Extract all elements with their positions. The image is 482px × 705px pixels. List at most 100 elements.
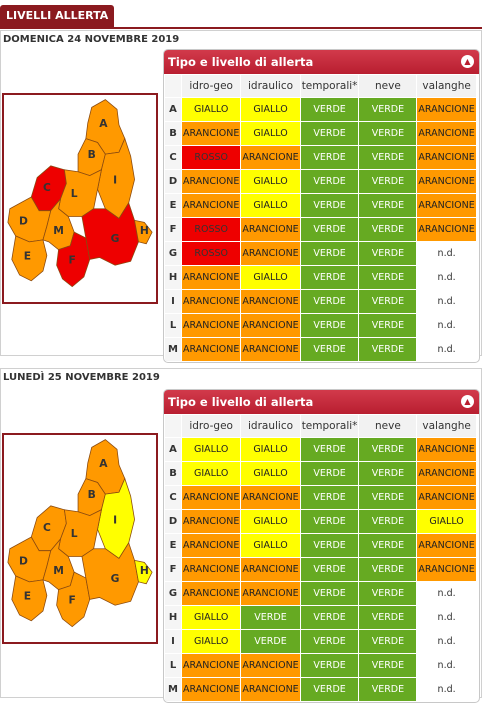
map-zone-e[interactable]	[11, 575, 48, 622]
map-zone-label: G	[111, 572, 120, 585]
alert-level-cell: VERDE	[300, 218, 359, 241]
alert-level-cell: GIALLO	[417, 510, 476, 533]
alert-level-cell: GIALLO	[241, 122, 300, 145]
alert-level-cell: VERDE	[359, 654, 417, 677]
alert-level-cell: ARANCIONE	[241, 558, 300, 581]
alert-level-cell: VERDE	[359, 582, 417, 605]
zone-label: I	[165, 630, 181, 653]
map-zone-label: F	[69, 593, 76, 606]
map-zone-g[interactable]	[81, 201, 139, 266]
zone-label: A	[165, 98, 181, 121]
alert-level-cell: VERDE	[300, 654, 359, 677]
map-zone-label: I	[113, 173, 117, 186]
map-zone-e[interactable]	[11, 235, 48, 282]
alert-level-cell: ARANCIONE	[182, 170, 241, 193]
table-row: A GIALLO GIALLO VERDE VERDE ARANCIONE	[165, 98, 476, 121]
zone-label: L	[165, 654, 181, 677]
zone-label: D	[165, 170, 181, 193]
alert-level-cell: ARANCIONE	[241, 314, 300, 337]
zone-label: C	[165, 486, 181, 509]
alert-level-cell: GIALLO	[241, 438, 300, 461]
table-row: E ARANCIONE GIALLO VERDE VERDE ARANCIONE	[165, 194, 476, 217]
zone-label: H	[165, 606, 181, 629]
map-zone-label: H	[140, 564, 149, 577]
alert-level-cell: ROSSO	[182, 146, 241, 169]
alert-level-cell: VERDE	[359, 194, 417, 217]
table-row: M ARANCIONE ARANCIONE VERDE VERDE n.d.	[165, 338, 476, 361]
header-divider	[0, 27, 482, 29]
alert-level-cell: GIALLO	[182, 438, 241, 461]
region-map[interactable]: A B I C L D E M F G H	[2, 93, 158, 304]
zone-label: A	[165, 438, 181, 461]
column-header: idro-geo	[182, 415, 241, 437]
map-zone-f[interactable]	[56, 571, 91, 628]
piemonte-map-svg: A B I C L D E M F G H	[7, 99, 153, 288]
map-zone-f[interactable]	[56, 231, 91, 288]
zone-label: D	[165, 510, 181, 533]
table-row: F ROSSO ARANCIONE VERDE VERDE ARANCIONE	[165, 218, 476, 241]
alert-level-cell: ARANCIONE	[182, 510, 241, 533]
alert-level-cell: VERDE	[300, 170, 359, 193]
alert-level-cell: VERDE	[241, 606, 300, 629]
alert-level-cell: n.d.	[417, 606, 476, 629]
zone-label: B	[165, 122, 181, 145]
alert-level-cell: VERDE	[359, 606, 417, 629]
table-row: E ARANCIONE GIALLO VERDE VERDE ARANCIONE	[165, 534, 476, 557]
collapse-icon[interactable]: ▲	[461, 395, 474, 408]
alert-level-cell: ARANCIONE	[182, 122, 241, 145]
alert-level-cell: ARANCIONE	[417, 170, 476, 193]
map-zone-label: H	[140, 224, 149, 237]
map-zone-h[interactable]	[134, 219, 153, 245]
zone-label: B	[165, 462, 181, 485]
table-row: L ARANCIONE ARANCIONE VERDE VERDE n.d.	[165, 654, 476, 677]
zone-label: I	[165, 290, 181, 313]
alert-level-cell: n.d.	[417, 242, 476, 265]
alert-level-cell: GIALLO	[241, 170, 300, 193]
alert-table-box: Tipo e livello di allerta ▲ idro-geo idr…	[163, 389, 480, 703]
map-zone-g[interactable]	[81, 541, 139, 606]
map-zone-label: G	[111, 232, 120, 245]
map-zone-h[interactable]	[134, 559, 153, 585]
table-row: H GIALLO VERDE VERDE VERDE n.d.	[165, 606, 476, 629]
alert-level-cell: VERDE	[241, 630, 300, 653]
zone-label: C	[165, 146, 181, 169]
map-zone-label: L	[71, 187, 78, 200]
region-map[interactable]: A B I C L D E M F G H	[2, 433, 158, 644]
alert-level-cell: VERDE	[300, 338, 359, 361]
table-row: I GIALLO VERDE VERDE VERDE n.d.	[165, 630, 476, 653]
alert-level-cell: VERDE	[300, 582, 359, 605]
table-row: H ARANCIONE GIALLO VERDE VERDE n.d.	[165, 266, 476, 289]
day-date: LUNEDÌ 25 NOVEMBRE 2019	[3, 372, 160, 383]
alert-level-cell: ARANCIONE	[182, 486, 241, 509]
map-zone-label: D	[19, 554, 28, 567]
table-row: A GIALLO GIALLO VERDE VERDE ARANCIONE	[165, 438, 476, 461]
alert-level-cell: ROSSO	[182, 218, 241, 241]
alert-level-cell: ARANCIONE	[417, 218, 476, 241]
alert-level-cell: ARANCIONE	[241, 654, 300, 677]
alert-level-cell: ARANCIONE	[241, 678, 300, 701]
alert-level-cell: VERDE	[359, 462, 417, 485]
alert-level-cell: VERDE	[359, 290, 417, 313]
zone-label: H	[165, 266, 181, 289]
alert-level-cell: VERDE	[300, 314, 359, 337]
alert-level-cell: ARANCIONE	[417, 146, 476, 169]
table-row: L ARANCIONE ARANCIONE VERDE VERDE n.d.	[165, 314, 476, 337]
alert-level-cell: n.d.	[417, 630, 476, 653]
alert-level-cell: VERDE	[300, 534, 359, 557]
alert-level-cell: VERDE	[300, 678, 359, 701]
alert-level-cell: ARANCIONE	[417, 438, 476, 461]
alert-level-cell: VERDE	[300, 438, 359, 461]
zone-label: E	[165, 534, 181, 557]
alert-level-cell: VERDE	[359, 170, 417, 193]
column-header: valanghe	[417, 75, 476, 97]
zone-label: E	[165, 194, 181, 217]
collapse-icon[interactable]: ▲	[461, 55, 474, 68]
alert-level-cell: GIALLO	[241, 194, 300, 217]
table-row: G ROSSO ARANCIONE VERDE VERDE n.d.	[165, 242, 476, 265]
alert-level-cell: ARANCIONE	[241, 290, 300, 313]
map-zone-label: A	[99, 457, 108, 470]
table-corner	[165, 415, 181, 437]
alert-level-cell: VERDE	[359, 558, 417, 581]
